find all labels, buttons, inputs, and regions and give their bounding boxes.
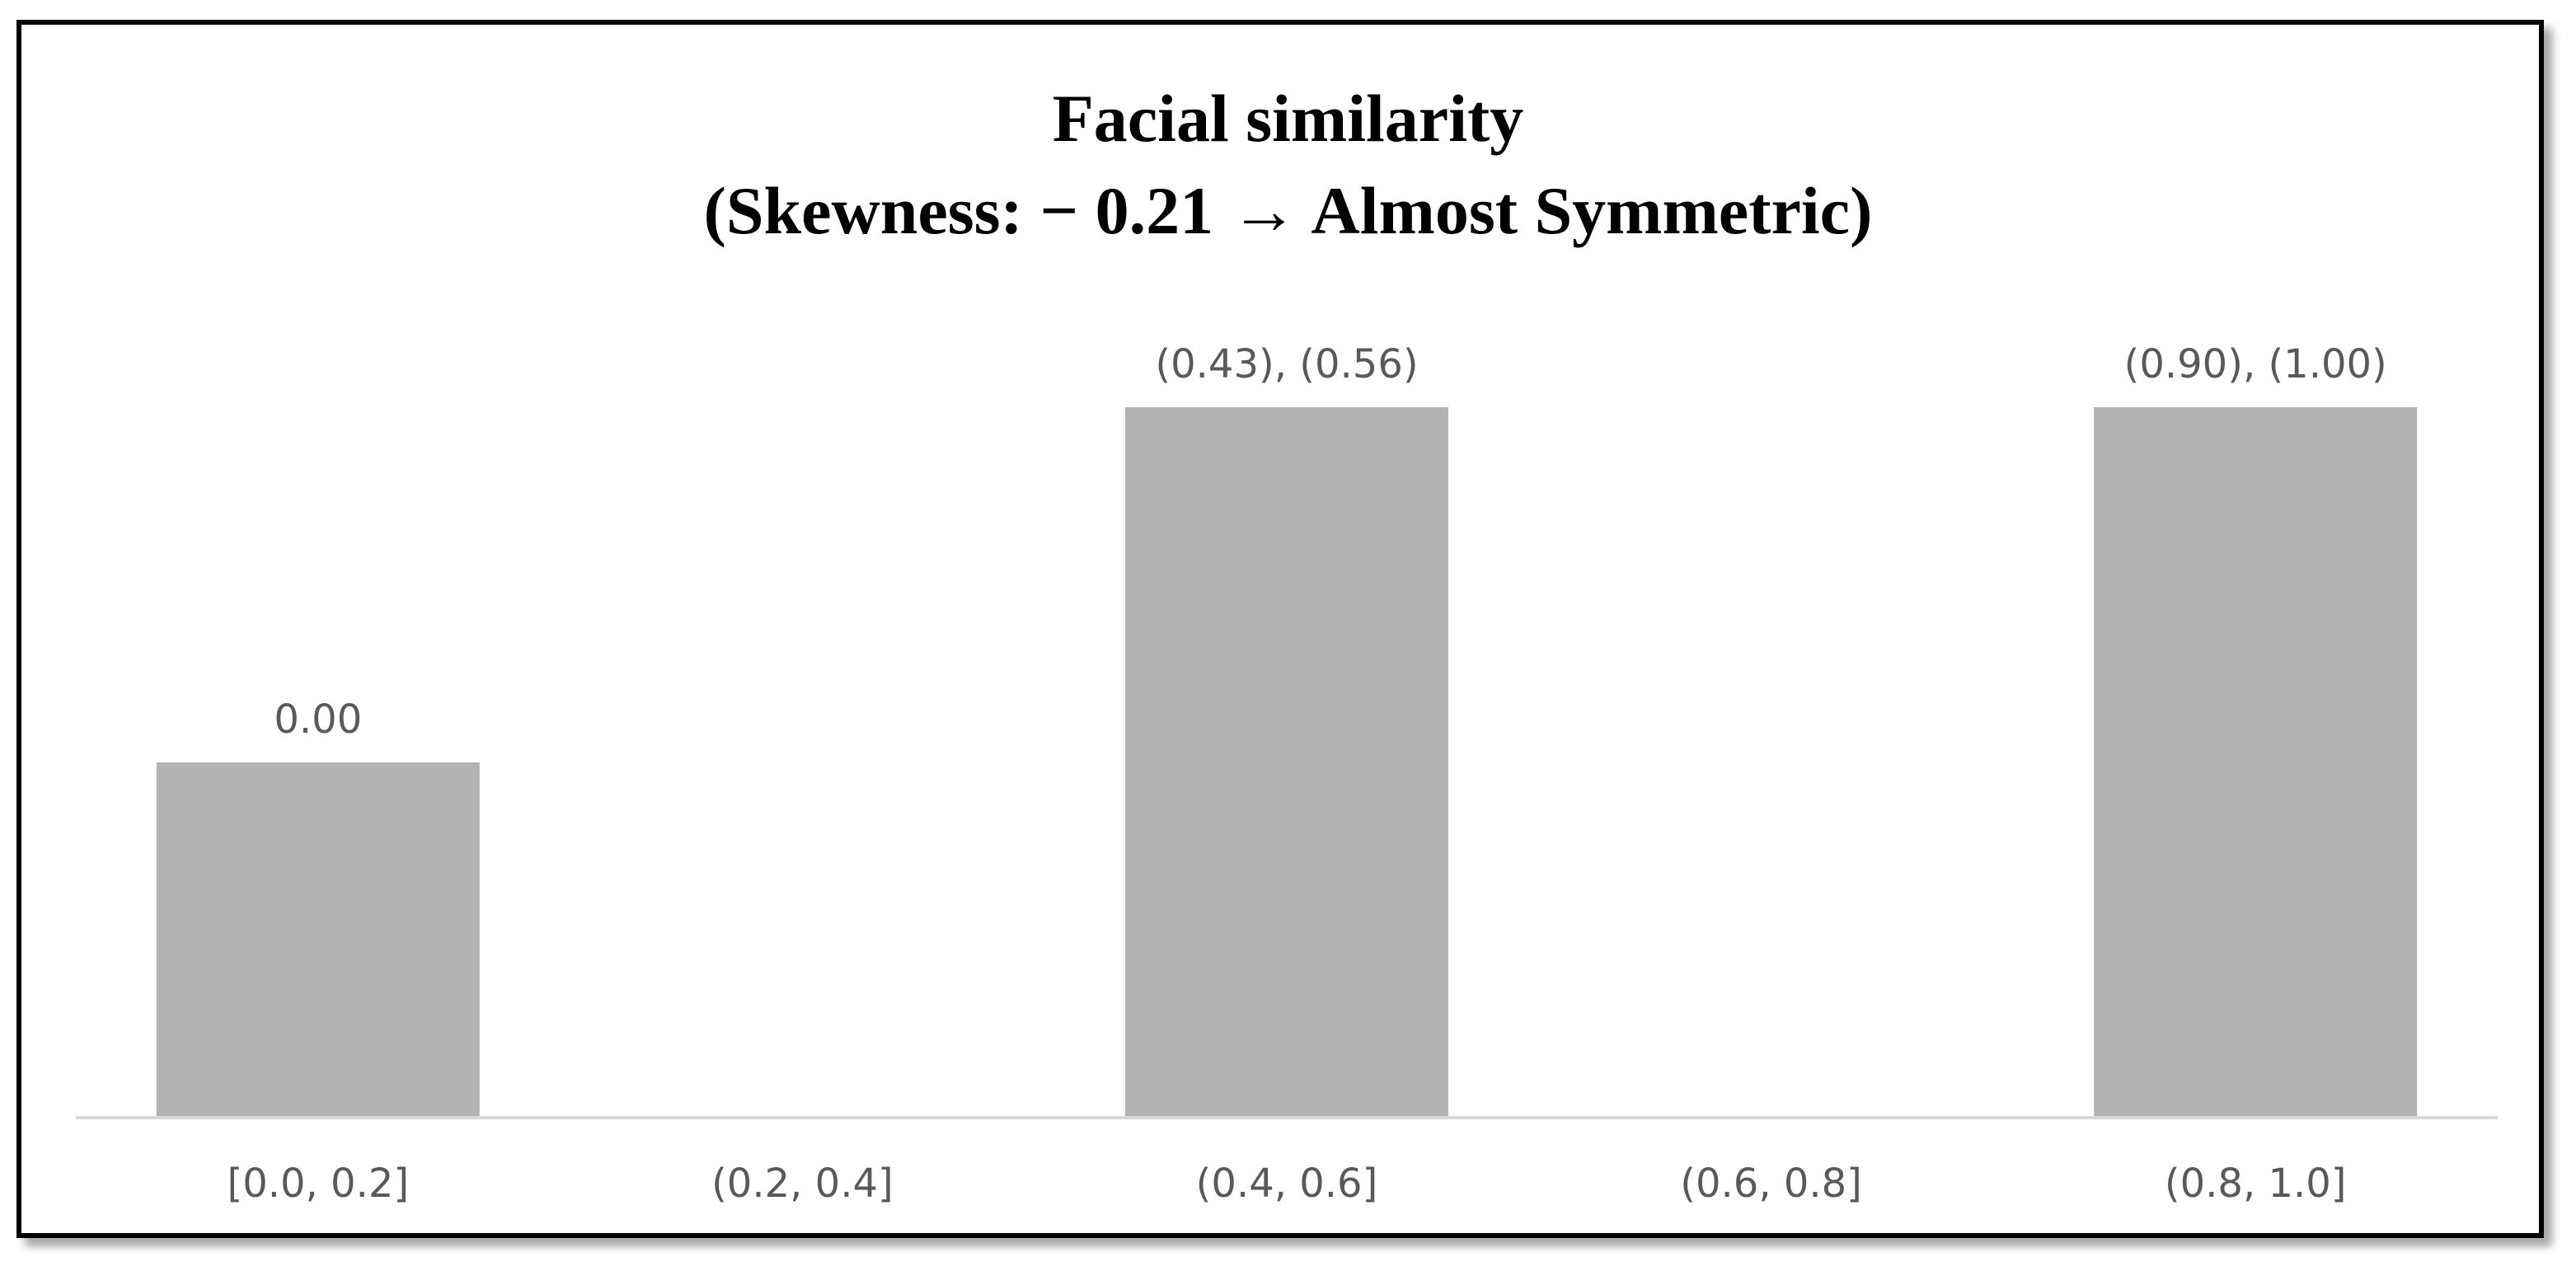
bar-0: [156, 762, 480, 1118]
bar-4: [2094, 407, 2418, 1118]
bars-group: [156, 407, 2418, 1118]
chart-title: Facial similarity: [1052, 81, 1524, 156]
data-label-4: (0.90), (1.00): [2124, 341, 2387, 387]
x-tick-label-4: (0.8, 1.0]: [2165, 1161, 2347, 1207]
chart-subtitle: (Skewness: − 0.21 → Almost Symmetric): [703, 173, 1873, 248]
data-label-2: (0.43), (0.56): [1155, 341, 1418, 387]
data-label-0: 0.00: [274, 696, 362, 743]
x-tick-label-0: [0.0, 0.2]: [227, 1161, 409, 1207]
x-tick-label-3: (0.6, 0.8]: [1680, 1161, 1862, 1207]
x-tick-label-1: (0.2, 0.4]: [711, 1161, 894, 1207]
labels-group: 0.00 [0.0, 0.2] (0.2, 0.4] (0.43), (0.56) (0…: [227, 341, 2386, 1207]
bar-2: [1125, 407, 1448, 1118]
x-tick-label-2: (0.4, 0.6]: [1196, 1161, 1378, 1207]
